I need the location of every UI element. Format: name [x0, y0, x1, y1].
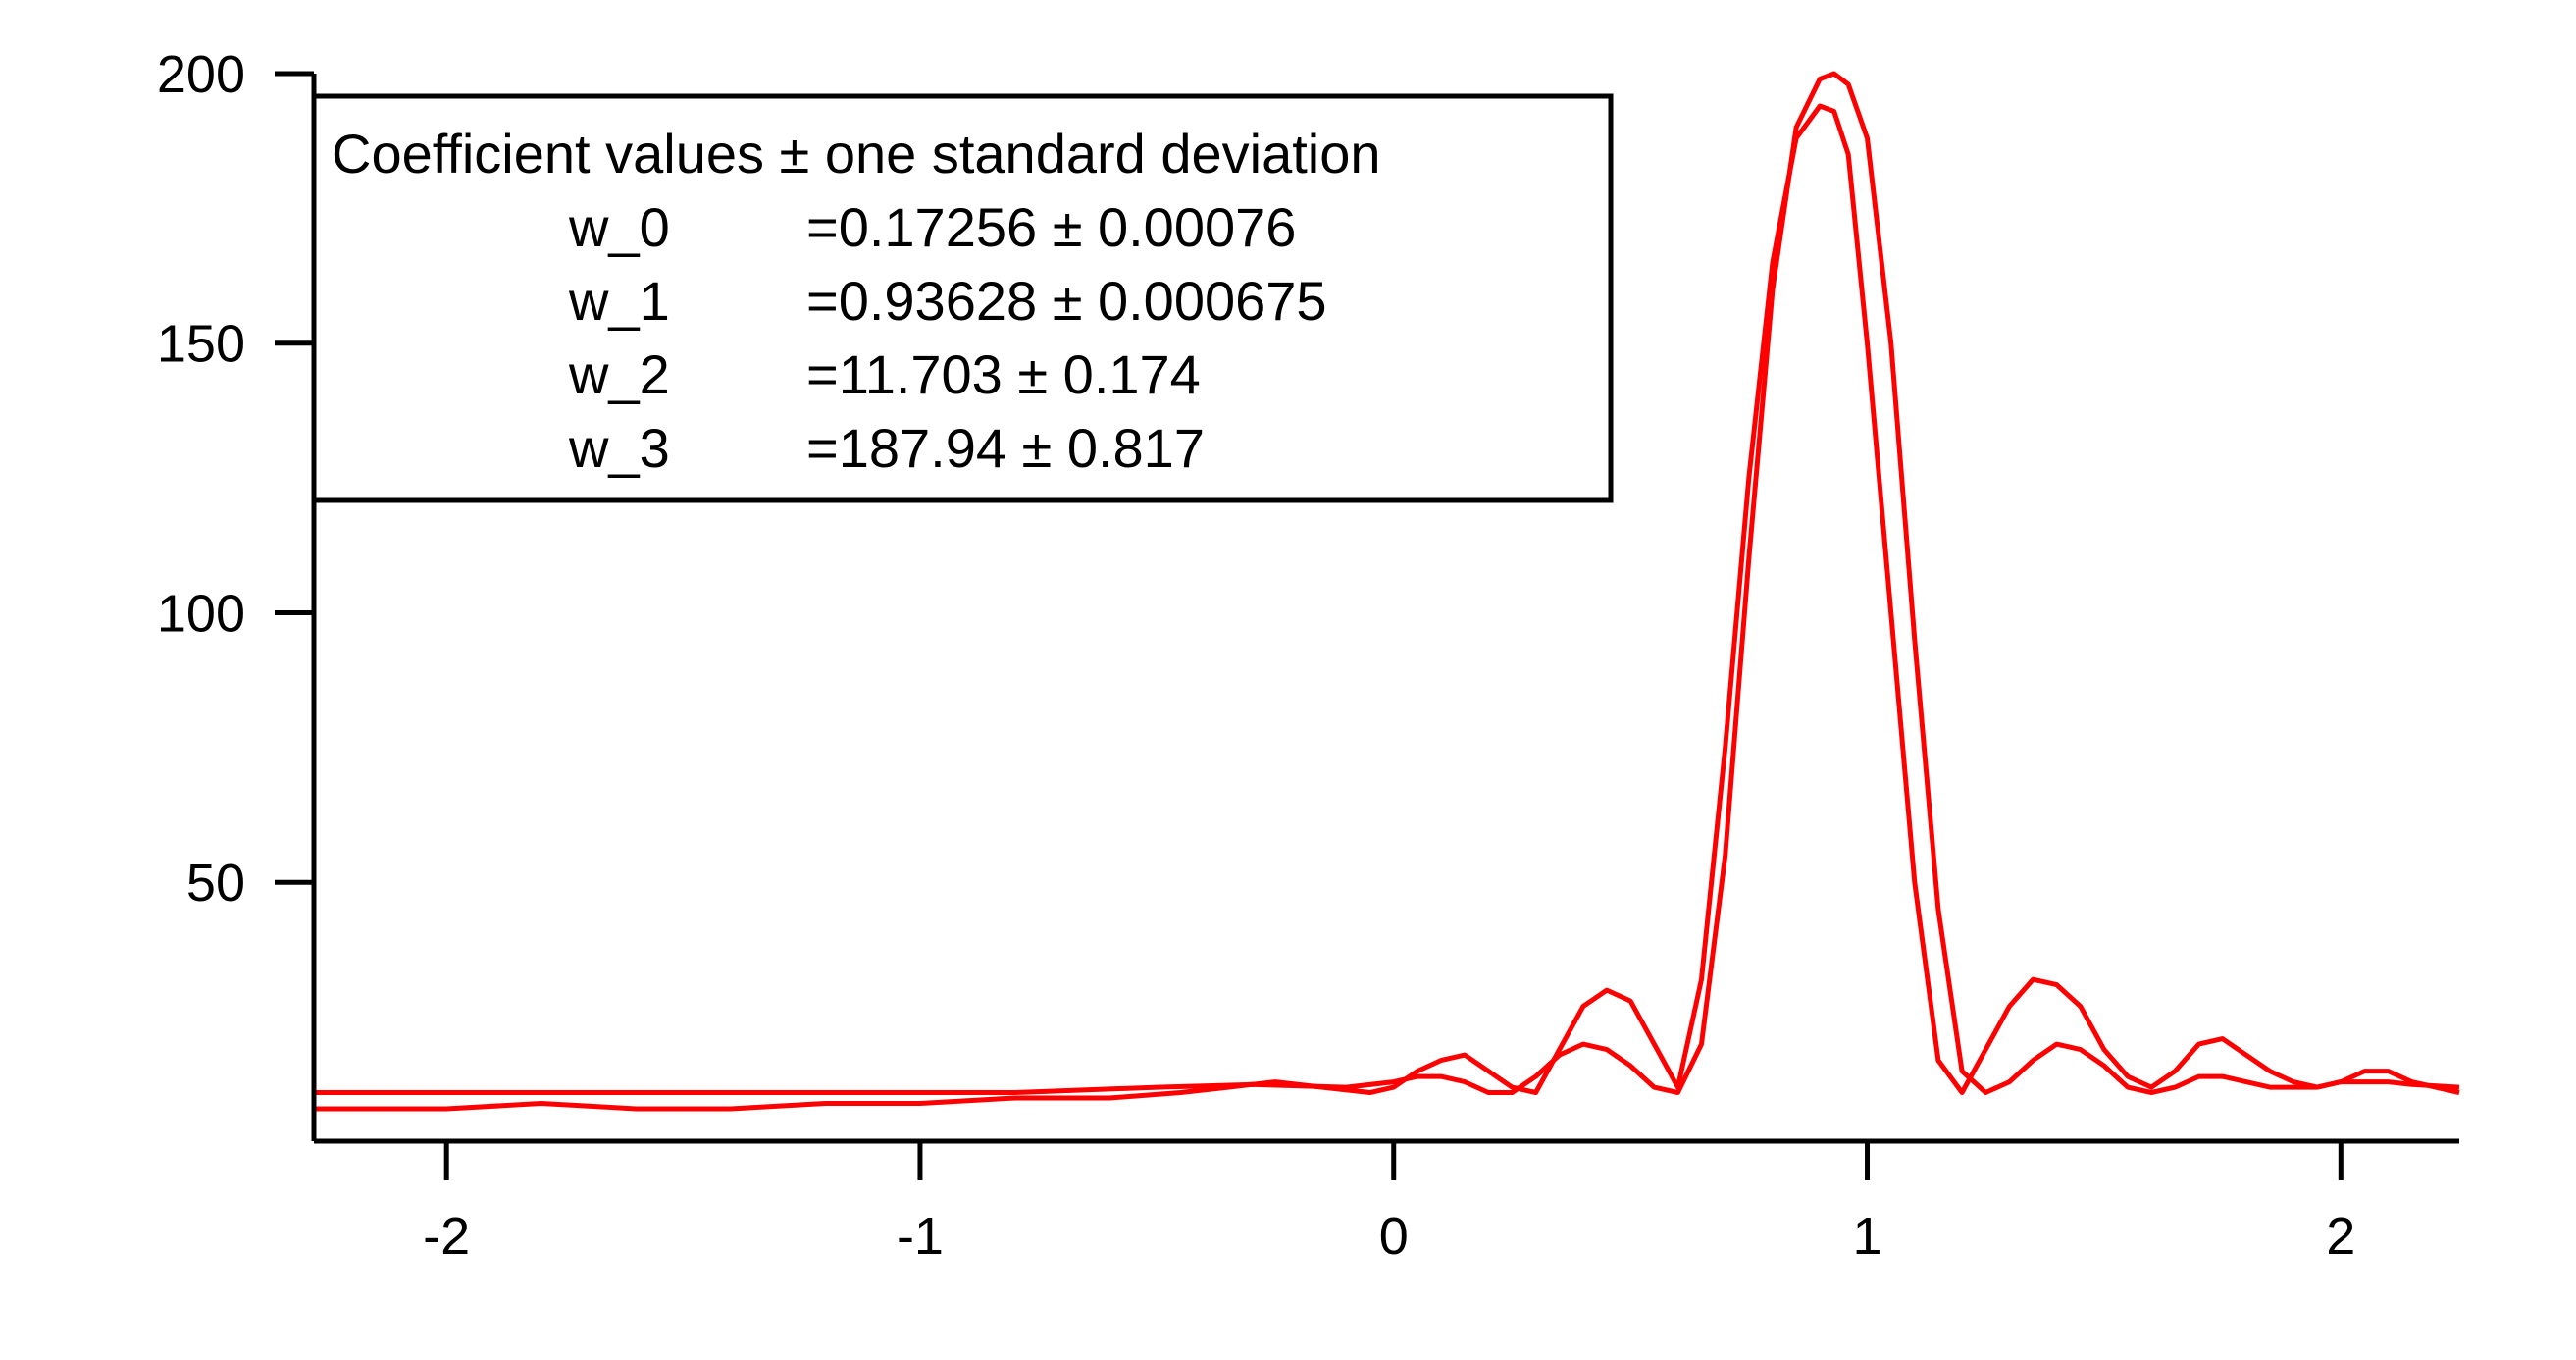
x-tick-label: 2 — [2326, 1207, 2355, 1266]
series-line-1 — [314, 103, 2460, 1112]
legend-header: Coefficient values ± one standard deviat… — [332, 123, 1381, 184]
legend-box — [311, 93, 1614, 503]
x-tick-label: 0 — [1379, 1207, 1409, 1266]
x-tick-label: -2 — [423, 1207, 470, 1266]
y-tick-label: 200 — [157, 45, 245, 104]
legend-row-name: w_3 — [568, 417, 670, 479]
legend-row-name: w_1 — [568, 270, 670, 332]
series-layer — [314, 71, 2460, 1112]
x-tick-label: -1 — [897, 1207, 944, 1266]
legend-row-value: =11.703 ± 0.174 — [806, 343, 1201, 405]
x-tick-label: 1 — [1852, 1207, 1881, 1266]
y-tick-label: 150 — [157, 315, 245, 374]
legend-row-name: w_2 — [568, 343, 670, 405]
legend-row-value: =0.17256 ± 0.00076 — [806, 196, 1296, 258]
y-tick-label: 50 — [186, 854, 245, 913]
series-line-2 — [314, 71, 2460, 1095]
y-tick-label: 100 — [157, 584, 245, 643]
legend-row-value: =0.93628 ± 0.000675 — [806, 270, 1327, 332]
legend-row-value: =187.94 ± 0.817 — [806, 417, 1205, 479]
tick-layer: -2 -1 0 1 2 50 100 150 200 — [157, 45, 2355, 1266]
coefficient-legend: Coefficient values ± one standard deviat… — [311, 93, 1614, 503]
legend-row-name: w_0 — [568, 196, 670, 258]
